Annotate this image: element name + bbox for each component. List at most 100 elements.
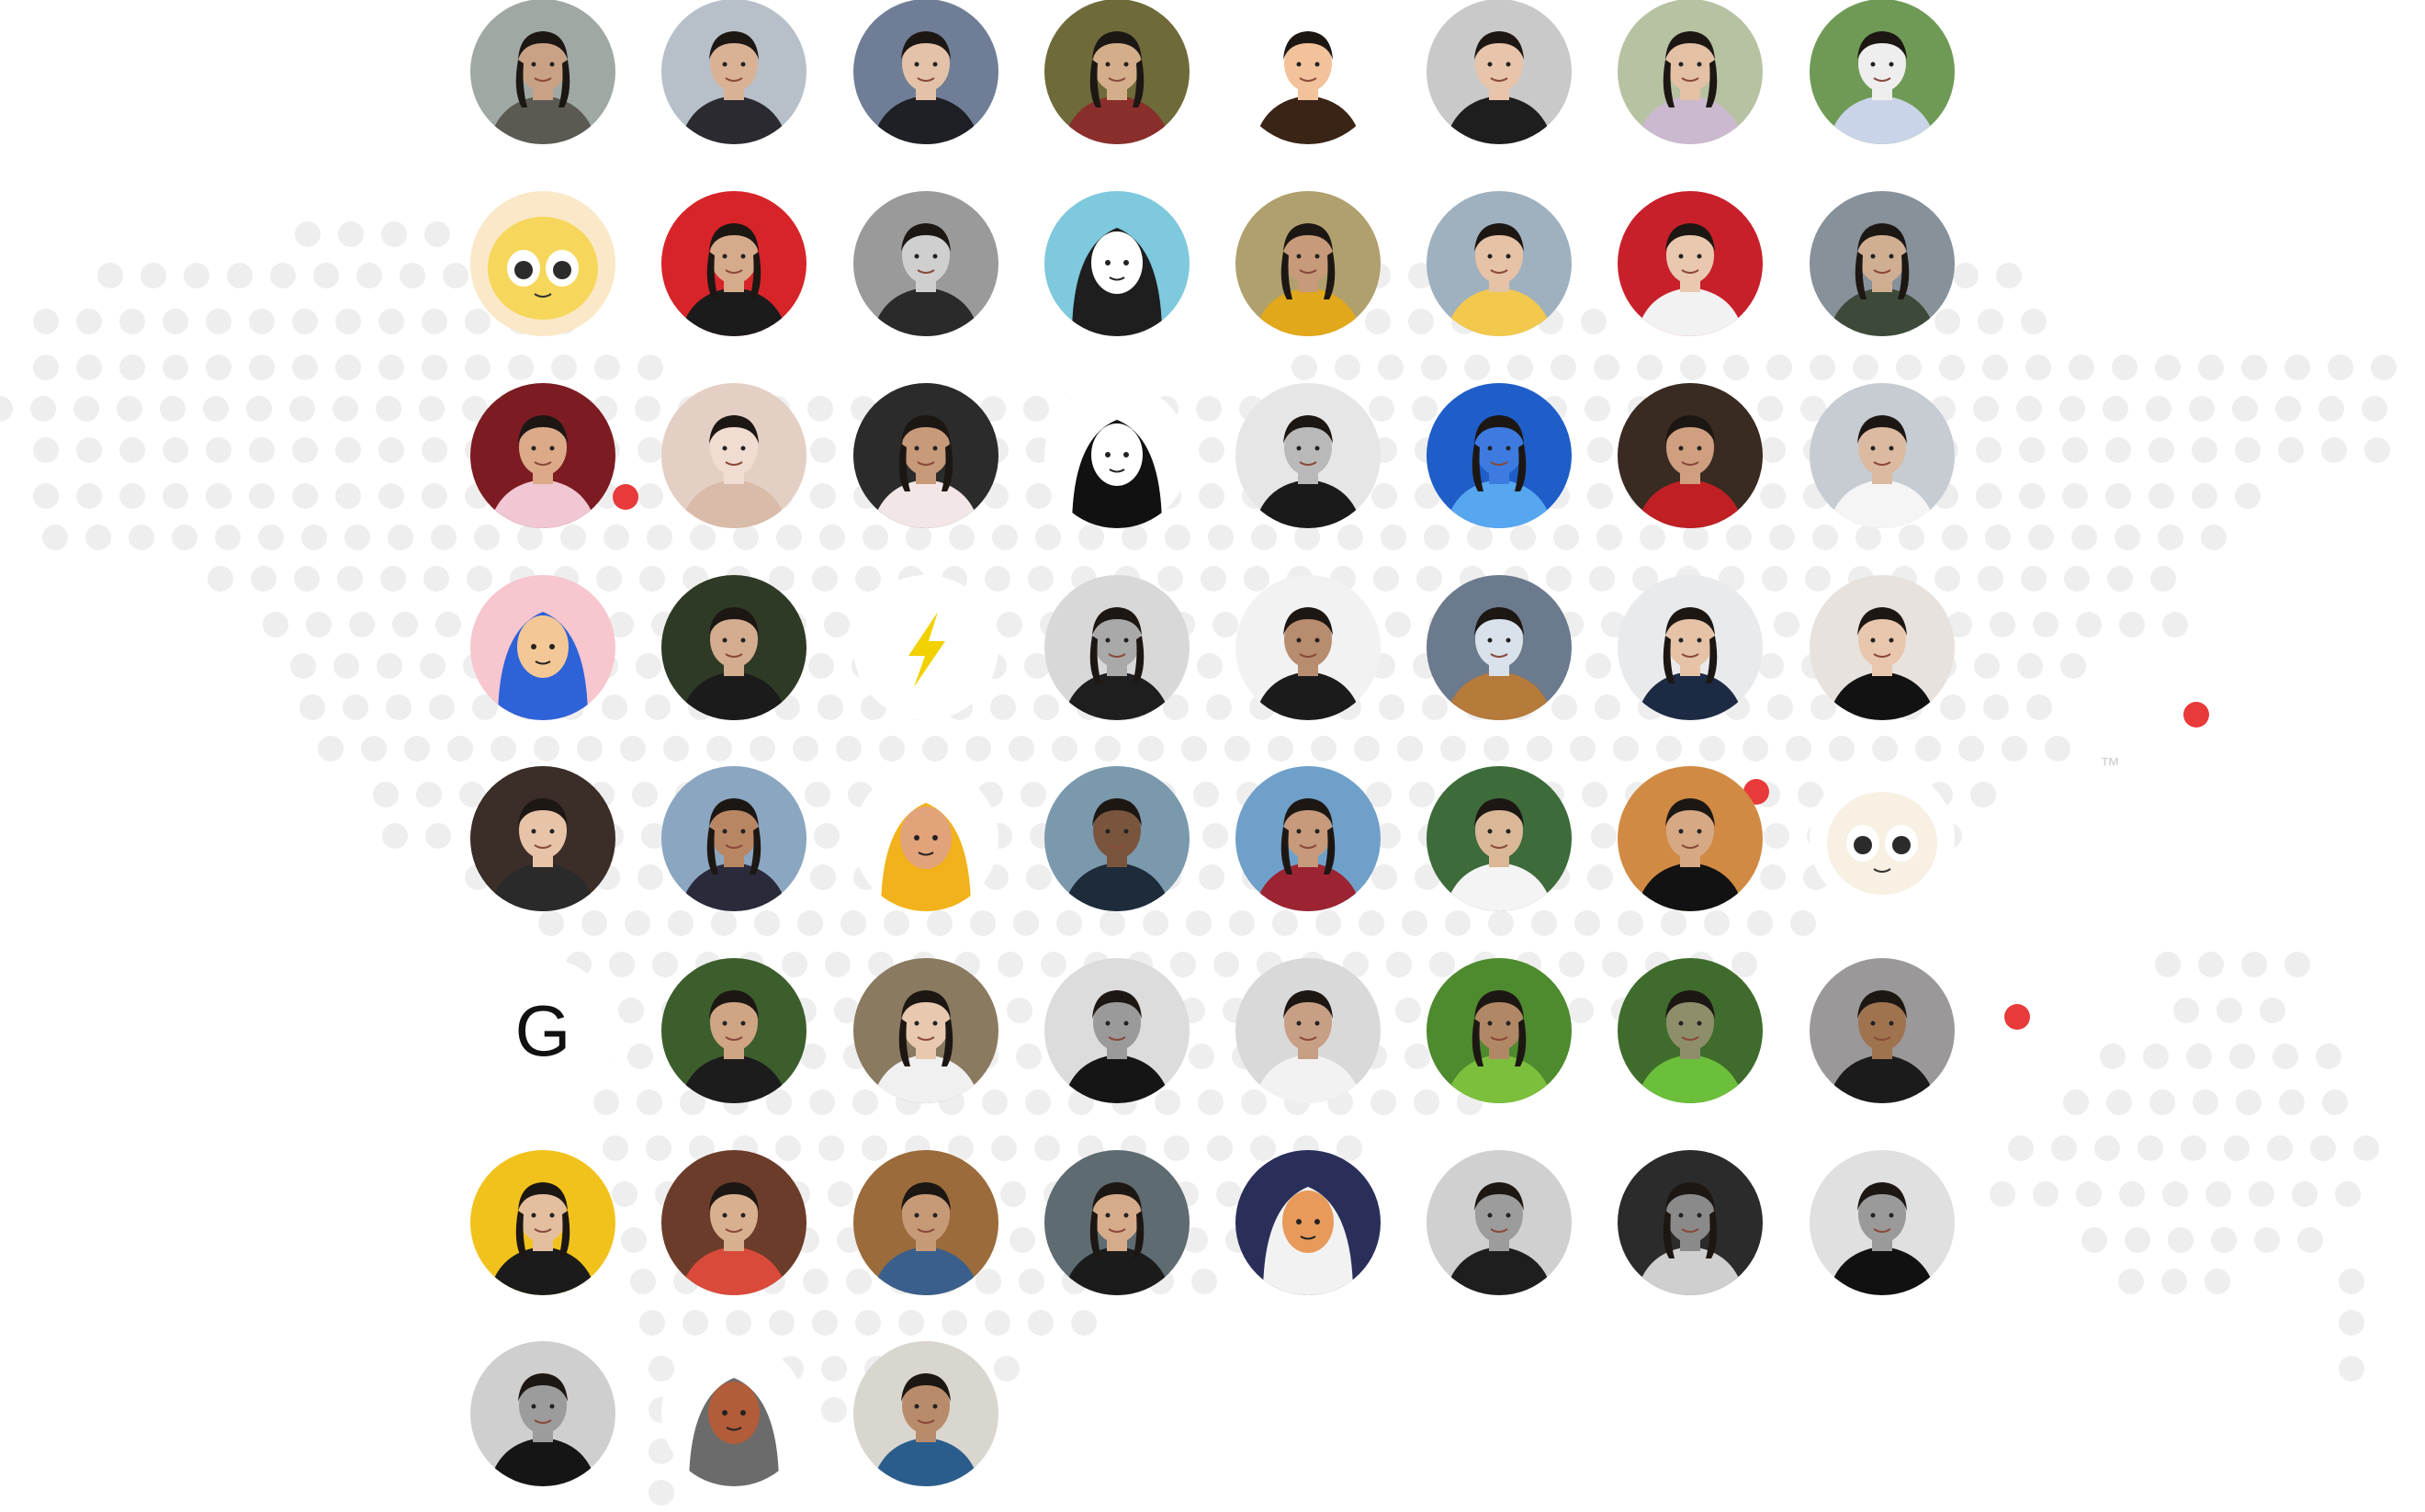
map-dot: [425, 823, 451, 849]
avatar-34[interactable]: [661, 766, 806, 911]
map-dot: [1587, 437, 1613, 463]
avatar-38[interactable]: [1427, 766, 1572, 911]
avatar-56[interactable]: [1810, 1150, 1955, 1295]
map-dot: [1412, 396, 1438, 422]
map-dot: [1982, 355, 2008, 380]
map-dot: [637, 355, 663, 380]
map-dot: [1805, 566, 1831, 592]
map-dot: [1007, 998, 1032, 1023]
map-dot: [1035, 525, 1061, 550]
avatar-22[interactable]: [1427, 383, 1572, 528]
avatar-54[interactable]: [1427, 1150, 1572, 1295]
map-dot: [1970, 782, 1996, 807]
avatar-14[interactable]: [1427, 191, 1572, 336]
avatar-4[interactable]: [1044, 0, 1190, 144]
avatar-39[interactable]: [1618, 766, 1763, 911]
avatar-12[interactable]: [1044, 191, 1190, 336]
avatar-52[interactable]: [1044, 1150, 1190, 1295]
avatar-16[interactable]: [1810, 191, 1955, 336]
avatar-31[interactable]: [1618, 575, 1763, 720]
map-dot: [637, 1089, 662, 1115]
avatar-47[interactable]: [1618, 958, 1763, 1103]
map-dot: [976, 1269, 1001, 1294]
avatar-37[interactable]: [1235, 766, 1381, 911]
avatar-35[interactable]: [853, 766, 998, 911]
avatar-49[interactable]: [470, 1150, 615, 1295]
avatar-41[interactable]: G: [470, 958, 615, 1103]
map-dot: [1766, 355, 1792, 380]
avatar-13-image: [1235, 191, 1381, 336]
map-dot: [814, 823, 840, 849]
avatar-58[interactable]: [661, 1341, 806, 1486]
map-dot: [1157, 566, 1183, 592]
avatar-26[interactable]: [661, 575, 806, 720]
avatar-42[interactable]: [661, 958, 806, 1103]
map-dot: [1181, 736, 1207, 762]
avatar-33[interactable]: [470, 766, 615, 911]
avatar-59[interactable]: [853, 1341, 998, 1486]
avatar-53[interactable]: [1235, 1150, 1381, 1295]
avatar-46[interactable]: [1427, 958, 1572, 1103]
map-dot: [1467, 525, 1493, 550]
map-dot: [2241, 952, 2267, 977]
avatar-7[interactable]: [1618, 0, 1763, 144]
avatar-40[interactable]: [1810, 766, 1955, 911]
map-dot: [1216, 1181, 1242, 1207]
map-dot: [258, 525, 284, 550]
map-dot: [1337, 1135, 1362, 1161]
avatar-2[interactable]: [661, 0, 806, 144]
avatar-44[interactable]: [1044, 958, 1190, 1103]
map-dot: [2119, 1181, 2145, 1207]
map-dot: [1613, 736, 1639, 762]
avatar-8[interactable]: [1810, 0, 1955, 144]
map-dot: [2310, 1135, 2336, 1161]
avatar-36[interactable]: [1044, 766, 1190, 911]
avatar-23[interactable]: [1618, 383, 1763, 528]
avatar-57[interactable]: [470, 1341, 615, 1486]
avatar-30[interactable]: [1427, 575, 1572, 720]
avatar-3[interactable]: [853, 0, 998, 144]
avatar-43[interactable]: [853, 958, 998, 1103]
avatar-51[interactable]: [853, 1150, 998, 1295]
avatar-21[interactable]: [1235, 383, 1381, 528]
map-dot: [906, 525, 931, 550]
map-dot: [2198, 355, 2224, 380]
map-dot: [1244, 566, 1269, 592]
map-dot: [1990, 1181, 2015, 1207]
avatar-19[interactable]: [853, 383, 998, 528]
avatar-24[interactable]: [1810, 383, 1955, 528]
avatar-28[interactable]: [1044, 575, 1190, 720]
avatar-15[interactable]: [1618, 191, 1763, 336]
map-dot: [1510, 525, 1536, 550]
map-dot: [2076, 612, 2102, 638]
avatar-27[interactable]: [853, 575, 998, 720]
avatar-32[interactable]: [1810, 575, 1955, 720]
map-dot: [517, 525, 543, 550]
avatar-50[interactable]: [661, 1150, 806, 1295]
avatar-17[interactable]: [470, 383, 615, 528]
avatar-25[interactable]: [470, 575, 615, 720]
map-dot: [800, 1044, 826, 1069]
map-dot: [1680, 355, 1706, 380]
avatar-5[interactable]: [1235, 0, 1381, 144]
map-dot: [534, 736, 559, 762]
map-dot: [1774, 612, 1799, 638]
avatar-6[interactable]: [1427, 0, 1572, 144]
avatar-18[interactable]: [661, 383, 806, 528]
map-dot: [249, 309, 275, 334]
avatar-29[interactable]: [1235, 575, 1381, 720]
map-dot: [208, 566, 233, 592]
avatar-55[interactable]: [1618, 1150, 1763, 1295]
avatar-45[interactable]: [1235, 958, 1381, 1103]
avatar-1[interactable]: [470, 0, 615, 144]
avatar-48[interactable]: [1810, 958, 1955, 1103]
map-dot: [2025, 355, 2051, 380]
avatar-9[interactable]: [470, 191, 615, 336]
map-dot: [160, 396, 186, 422]
avatar-13[interactable]: [1235, 191, 1381, 336]
map-dot: [998, 952, 1023, 977]
map-dot: [2205, 1181, 2231, 1207]
avatar-10[interactable]: [661, 191, 806, 336]
avatar-11[interactable]: [853, 191, 998, 336]
avatar-20[interactable]: [1044, 383, 1190, 528]
